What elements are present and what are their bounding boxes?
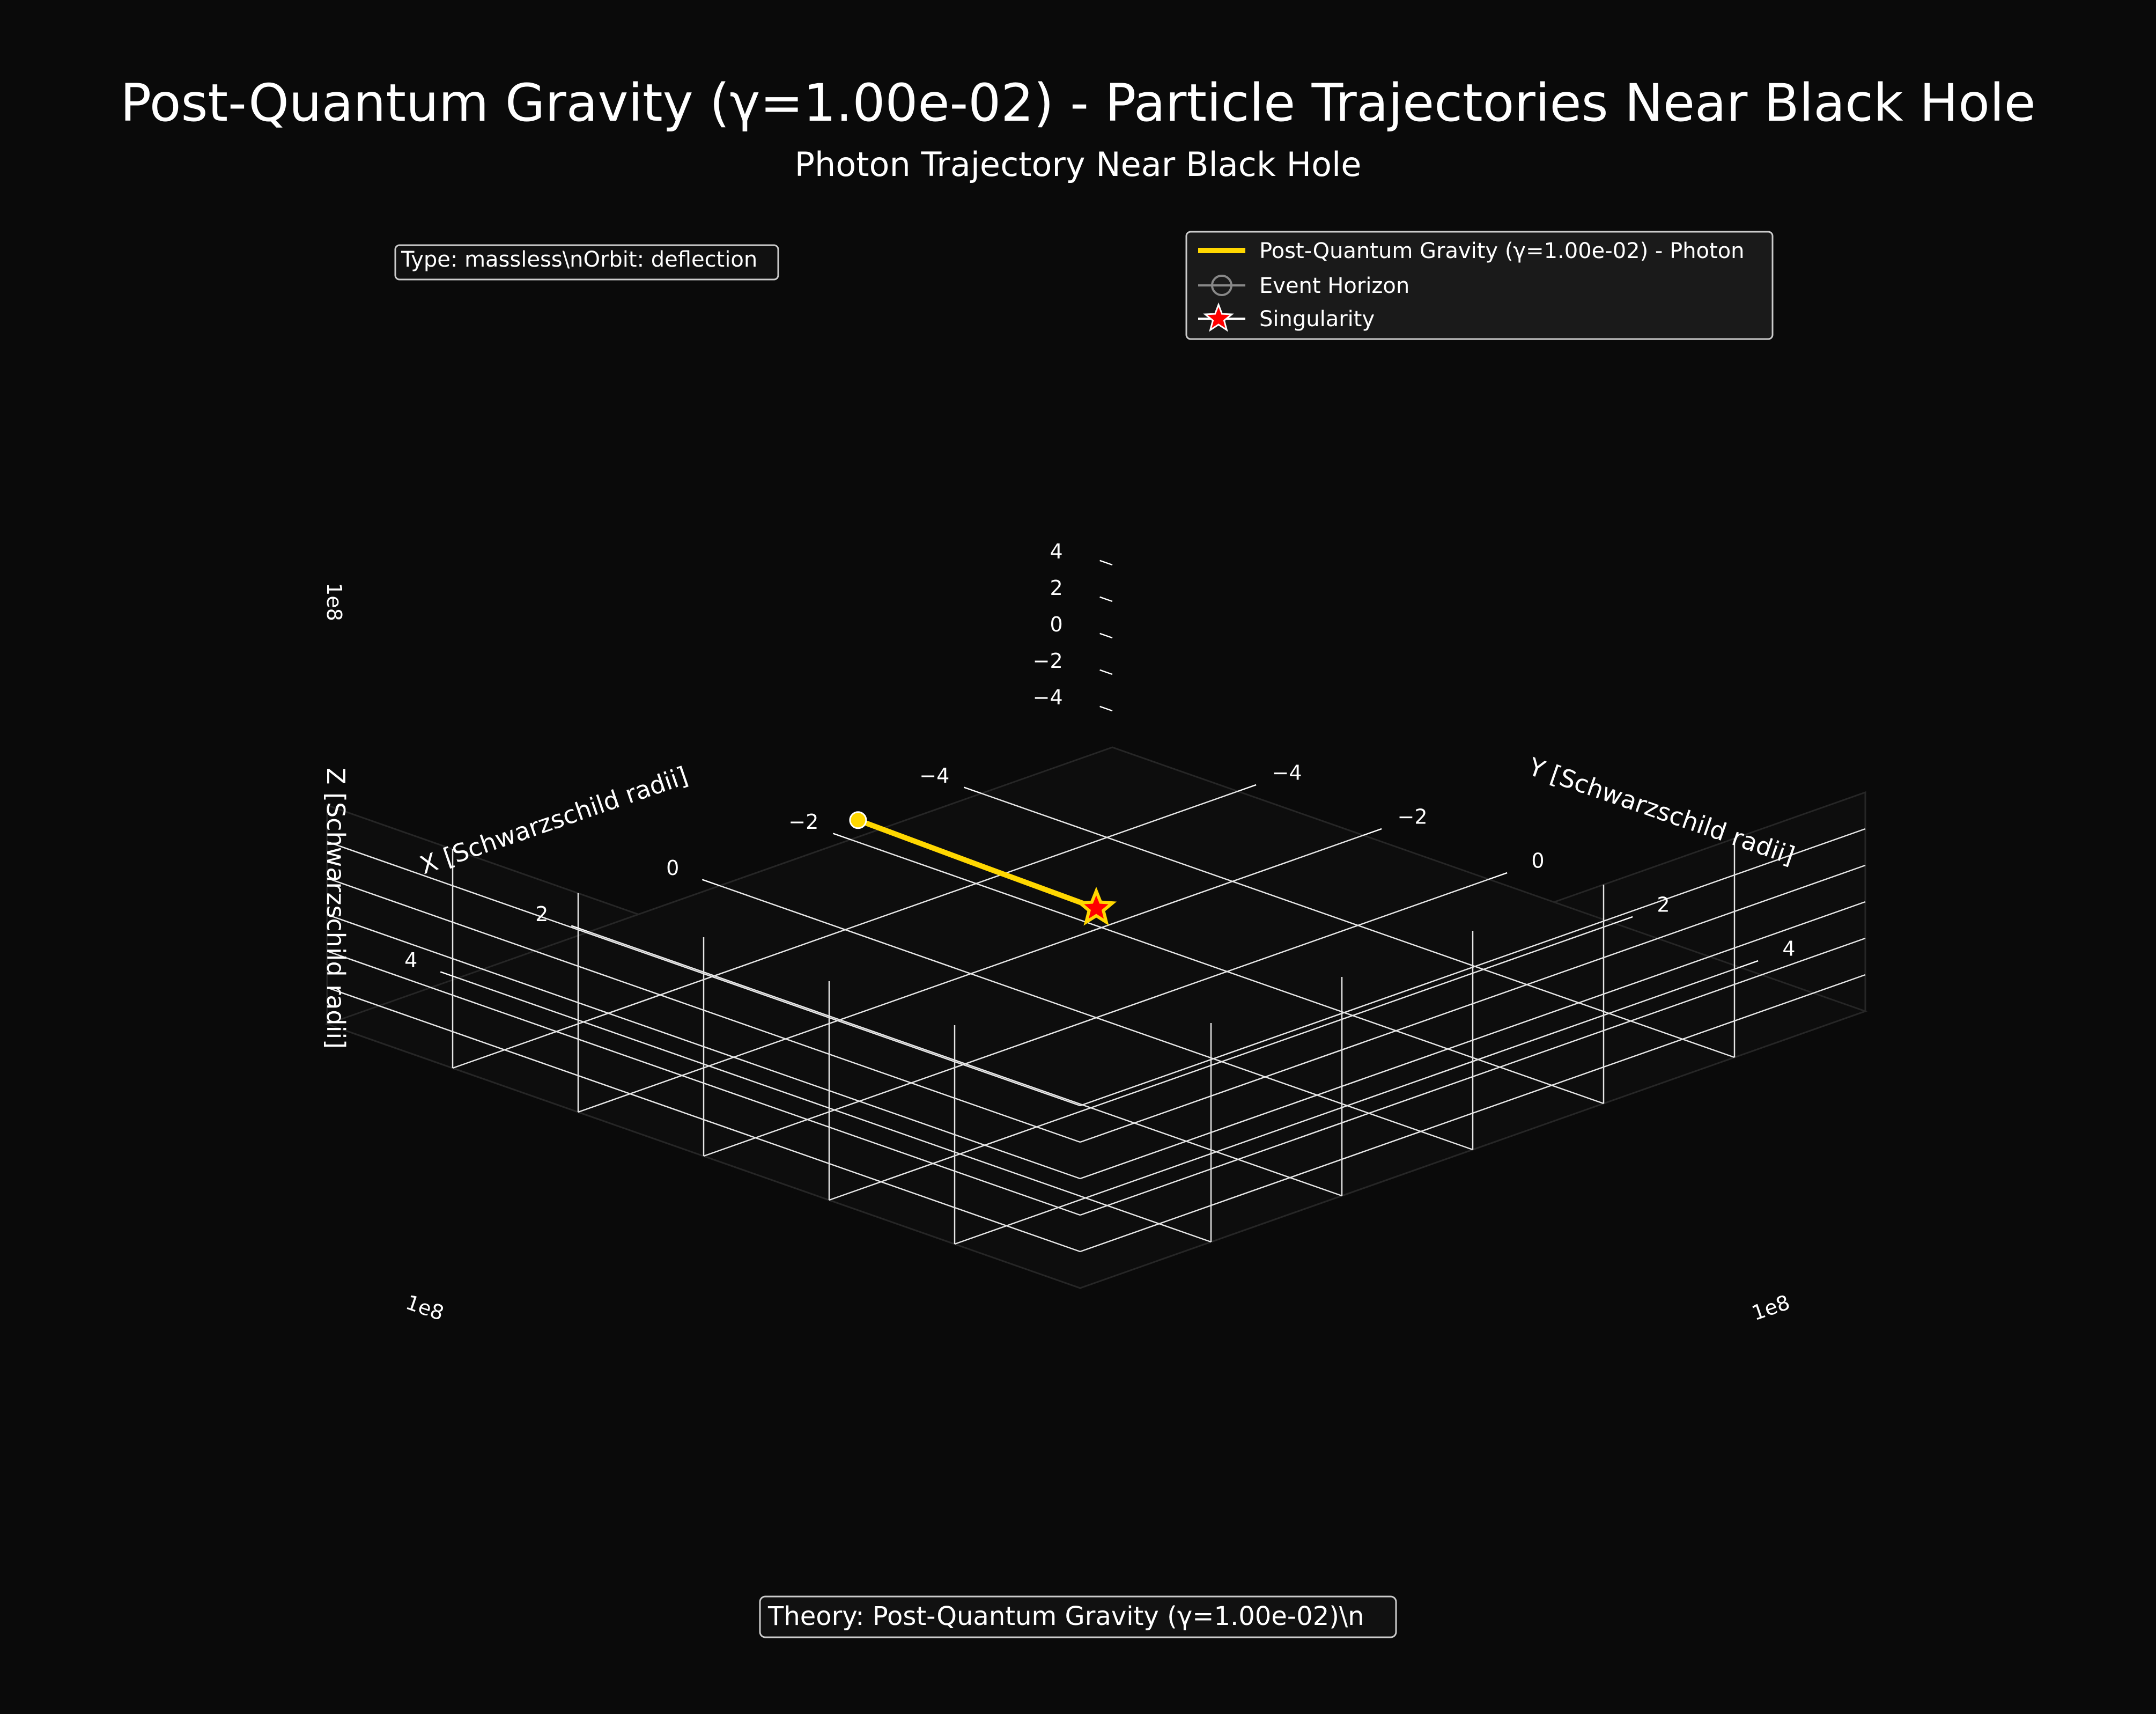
footer-box-frame <box>759 1595 1397 1638</box>
axis-grid <box>327 790 1866 1253</box>
axis-ticks: −4 −4 −4 −2 −2 −2 0 0 0 2 2 2 4 4 4 <box>404 540 1796 979</box>
x-tick-label: −2 <box>788 810 818 834</box>
legend: Post-Quantum Gravity (γ=1.00e-02) - Phot… <box>1185 231 1774 340</box>
z-tick-label: −4 <box>1033 686 1063 709</box>
chart-subtitle: Photon Trajectory Near Black Hole <box>795 145 1362 184</box>
singularity-star-marker <box>1075 886 1117 926</box>
legend-photon-label: Post-Quantum Gravity (γ=1.00e-02) - Phot… <box>1259 239 1745 263</box>
z-tick-label: 0 <box>1050 613 1062 636</box>
x-tick-label: −4 <box>919 764 949 788</box>
z-tick-label: 2 <box>1050 576 1062 600</box>
y-tick-label: 2 <box>1657 893 1670 916</box>
y-tick-mark <box>1739 960 1759 968</box>
y-axis-label: Y [Schwarzschild radii] <box>1524 752 1798 870</box>
wall-x-grid-line-horizontal <box>327 841 1081 1107</box>
floor-grid-line-y <box>954 966 1740 1245</box>
x-axis-label: X [Schwarzschild radii] <box>416 761 691 880</box>
x-tick-mark <box>963 786 982 795</box>
y-tick-label: −2 <box>1397 805 1427 828</box>
legend-event-horizon-label: Event Horizon <box>1259 274 1409 298</box>
z-axis-label: Z [Schwarzschild radii] <box>321 768 350 1049</box>
x-tick-mark <box>571 925 589 933</box>
trajectory-start-point <box>849 811 867 829</box>
y-axis-multiplier: 1e8 <box>403 1290 447 1325</box>
legend-frame <box>1185 231 1774 340</box>
legend-event-horizon-circle-icon <box>1211 275 1232 296</box>
x-tick-mark <box>440 971 459 979</box>
annotation-box-frame <box>394 244 779 281</box>
z-tick-label: −2 <box>1033 649 1063 673</box>
annotation-text: Type: massless\nOrbit: deflection <box>401 247 757 272</box>
z-tick-label: 4 <box>1050 540 1062 563</box>
chart-title: Post-Quantum Gravity (γ=1.00e-02) - Part… <box>120 73 2035 133</box>
x-tick-label: 4 <box>404 948 417 972</box>
y-tick-mark <box>1614 916 1633 924</box>
y-tick-label: 0 <box>1531 849 1544 872</box>
footer-theory-text: Theory: Post-Quantum Gravity (γ=1.00e-02… <box>767 1601 1364 1631</box>
z-axis-multiplier: 1e8 <box>322 583 346 621</box>
x-tick-mark <box>702 879 720 887</box>
z-tick-mark <box>1099 560 1113 566</box>
x-tick-label: 0 <box>666 856 679 880</box>
z-tick-mark <box>1099 632 1113 639</box>
z-tick-mark <box>1099 705 1113 712</box>
plot-data <box>849 811 1117 926</box>
z-tick-mark <box>1099 669 1113 675</box>
y-tick-label: −4 <box>1272 761 1302 784</box>
wall-y-grid-line-horizontal <box>1080 828 1866 1107</box>
y-tick-label: 4 <box>1782 937 1795 960</box>
y-tick-mark <box>1363 828 1382 836</box>
y-tick-mark <box>1488 872 1508 880</box>
legend-singularity-label: Singularity <box>1259 307 1375 332</box>
legend-singularity-star-icon <box>1203 302 1234 332</box>
z-tick-mark <box>1099 596 1113 602</box>
x-axis-multiplier: 1e8 <box>1749 1290 1793 1325</box>
y-tick-mark <box>1237 784 1257 792</box>
annotation-box: Type: massless\nOrbit: deflection <box>394 244 779 281</box>
photon-trajectory-line <box>855 817 1099 911</box>
x-tick-mark <box>832 833 851 841</box>
x-tick-label: 2 <box>535 902 548 926</box>
footer-box: Theory: Post-Quantum Gravity (γ=1.00e-02… <box>759 1595 1397 1638</box>
